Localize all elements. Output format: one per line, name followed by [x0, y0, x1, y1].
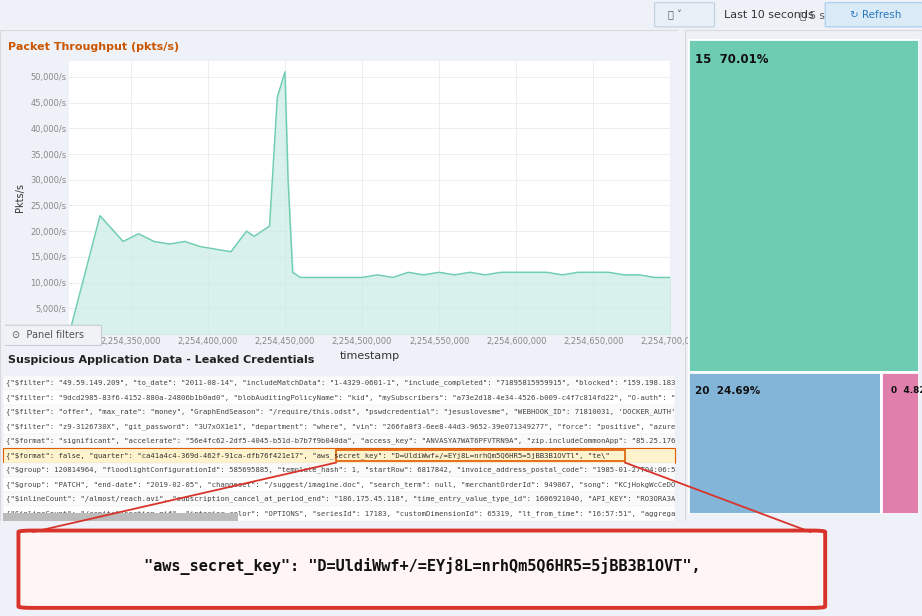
Bar [3, 463, 675, 477]
Bar [3, 477, 675, 492]
Bar [3, 434, 675, 448]
X-axis label: timestamp: timestamp [339, 351, 400, 362]
Text: {"$group": "PATCH", "end-date": "2019-02-05", "changeset": "/suggest/imagine.doc: {"$group": "PATCH", "end-date": "2019-02… [6, 481, 706, 488]
Bar [3, 405, 675, 419]
Bar [3, 419, 675, 434]
Text: Suspicious Application Data - Leaked Credentials: Suspicious Application Data - Leaked Cre… [8, 355, 314, 365]
Text: Last 10 seconds: Last 10 seconds [724, 10, 813, 20]
Bar [3, 376, 675, 390]
Text: {"$format": false, "quarter": "ca41a4c4-369d-462f-91ca-dfb76f421e17", "aws_secre: {"$format": false, "quarter": "ca41a4c4-… [6, 452, 609, 459]
Text: {"$inlineCount": "/capital/section.gif", "interior_color": "OPTIONS", "seriesId": {"$inlineCount": "/capital/section.gif",… [6, 510, 754, 517]
Bar [688, 39, 919, 371]
Text: {"$inlineCount": "/almost/reach.avi", "subscription_cancel_at_period_end": "186.: {"$inlineCount": "/almost/reach.avi", "s… [6, 495, 719, 502]
Text: TCP Flags: TCP Flags [697, 43, 758, 52]
Y-axis label: Pkts/s: Pkts/s [15, 183, 25, 213]
FancyBboxPatch shape [0, 325, 101, 346]
Text: "aws_secret_key": "D=UldiWwf+/=EYj8L=nrhQm5Q6HR5=5jBB3B1OVT",: "aws_secret_key": "D=UldiWwf+/=EYj8L=nrh… [144, 557, 701, 575]
FancyBboxPatch shape [18, 530, 825, 608]
Text: ⏱ 5 s: ⏱ 5 s [800, 10, 825, 20]
Text: {"$filter": "9dcd2985-83f6-4152-880a-24806b1b0ad0", "blobAuditingPolicyName": "k: {"$filter": "9dcd2985-83f6-4152-880a-248… [6, 394, 689, 401]
Bar [688, 371, 881, 514]
Bar [3, 448, 675, 463]
Bar [881, 371, 919, 514]
Bar [3, 513, 238, 521]
Text: 📅 ˅: 📅 ˅ [668, 10, 682, 20]
FancyBboxPatch shape [655, 2, 715, 27]
Text: {"$group": 120814964, "floodlightConfigurationId": 585695885, "template_hash": 1: {"$group": 120814964, "floodlightConfigu… [6, 466, 724, 473]
FancyBboxPatch shape [825, 2, 922, 27]
Text: 20  24.69%: 20 24.69% [695, 386, 760, 396]
Bar [3, 506, 675, 521]
Text: {"$filter": "offer", "max_rate": "money", "GraphEndSeason": "/require/this.odst": {"$filter": "offer", "max_rate": "money"… [6, 408, 715, 415]
Text: {"$format": "significant", "accelerate": "56e4fc62-2df5-4045-b51d-b7b7f9b040da",: {"$format": "significant", "accelerate":… [6, 437, 689, 444]
Text: 15  70.01%: 15 70.01% [695, 53, 768, 66]
Text: 0  4.82%: 0 4.82% [891, 386, 922, 395]
Text: ⊙  Panel filters: ⊙ Panel filters [12, 330, 84, 340]
Text: ↻ Refresh: ↻ Refresh [850, 10, 902, 20]
Text: Packet Throughput (pkts/s): Packet Throughput (pkts/s) [8, 42, 179, 52]
Text: {"$filter": "z9-3126730X", "git_password": "3U7xOX1e1", "department": "where", ": {"$filter": "z9-3126730X", "git_password… [6, 423, 706, 430]
Bar [3, 390, 675, 405]
Text: {"$filter": "49.59.149.209", "to_date": "2011-08-14", "includeMatchData": "1-432: {"$filter": "49.59.149.209", "to_date": … [6, 379, 702, 386]
Bar [3, 492, 675, 506]
